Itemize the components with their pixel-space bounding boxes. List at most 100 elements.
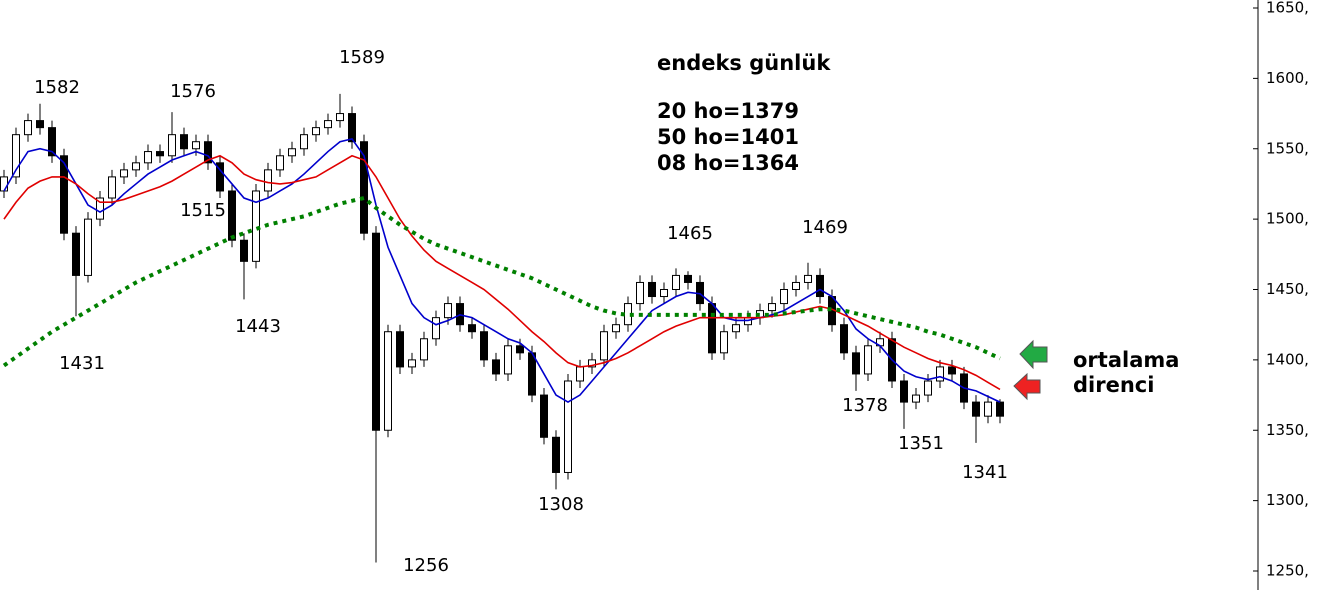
- candle-body: [168, 134, 176, 157]
- candle-body: [528, 352, 536, 396]
- candle-body: [864, 345, 872, 375]
- candle-body: [12, 134, 20, 178]
- candle-body: [48, 127, 56, 157]
- candle-body: [768, 303, 776, 312]
- moving-average: [2, 195, 1001, 368]
- candle-body: [648, 281, 656, 298]
- candle-body: [792, 281, 800, 290]
- candle-body: [60, 155, 68, 234]
- candle-body: [540, 394, 548, 438]
- red-arrow: [1013, 372, 1041, 401]
- price-label: 1589: [339, 47, 385, 68]
- candle-body: [996, 401, 1004, 417]
- candle-body: [348, 113, 356, 143]
- price-label: 1378: [842, 395, 888, 416]
- candle-body: [612, 324, 620, 333]
- candle-body: [936, 366, 944, 382]
- candle-body: [912, 394, 920, 403]
- moving-average: [3, 137, 1001, 404]
- green-arrow: [1019, 339, 1048, 370]
- candle-body: [84, 218, 92, 276]
- candle-body: [192, 141, 200, 150]
- side-note: direnci: [1073, 373, 1154, 397]
- price-label: 1465: [667, 223, 713, 244]
- candle-body: [804, 274, 812, 283]
- candle-body: [600, 331, 608, 361]
- y-tick-label: 1350,: [1266, 421, 1309, 439]
- candle-body: [504, 345, 512, 375]
- candle-body: [840, 324, 848, 354]
- y-tick-label: 1250,: [1266, 562, 1309, 580]
- candle-body: [204, 141, 212, 164]
- candle-body: [144, 151, 152, 164]
- y-tick-label: 1500,: [1266, 210, 1309, 228]
- price-label: 1256: [403, 555, 449, 576]
- note: 08 ho=1364: [657, 151, 799, 175]
- candle-body: [24, 120, 32, 136]
- candle-body: [636, 281, 644, 305]
- candle-body: [216, 162, 224, 192]
- candle-body: [384, 331, 392, 431]
- price-label: 1351: [898, 433, 944, 454]
- candle-body: [408, 359, 416, 368]
- candle-body: [972, 401, 980, 417]
- candle-body: [276, 155, 284, 171]
- candle-body: [372, 232, 380, 431]
- candle-body: [264, 169, 272, 192]
- candle-body: [108, 176, 116, 199]
- candle-body: [852, 352, 860, 375]
- price-label: 1576: [170, 81, 216, 102]
- price-label: 1469: [802, 217, 848, 238]
- candle-body: [708, 303, 716, 354]
- note: 20 ho=1379: [657, 99, 799, 123]
- price-label: 1443: [235, 316, 281, 337]
- y-tick-label: 1450,: [1266, 280, 1309, 298]
- candle-body: [444, 303, 452, 319]
- candle-body: [780, 289, 788, 305]
- candle-body: [948, 366, 956, 375]
- candle-body: [576, 366, 584, 382]
- candle-body: [240, 239, 248, 262]
- candle-body: [228, 190, 236, 241]
- candle-body: [156, 151, 164, 157]
- price-label: 1515: [180, 200, 226, 221]
- candle-body: [360, 141, 368, 234]
- candle-body: [480, 331, 488, 361]
- candle-body: [336, 113, 344, 122]
- price-label: 1308: [538, 494, 584, 515]
- candle-body: [312, 127, 320, 136]
- y-tick-label: 1400,: [1266, 350, 1309, 368]
- candle-body: [396, 331, 404, 368]
- candle-body: [516, 345, 524, 354]
- moving-average: [3, 154, 1001, 391]
- price-label: 1431: [59, 353, 105, 374]
- candle-body: [72, 232, 80, 276]
- candle-body: [492, 359, 500, 375]
- candle-body: [120, 169, 128, 178]
- candle-body: [924, 380, 932, 396]
- candle-body: [0, 176, 8, 192]
- candle-body: [132, 162, 140, 171]
- y-tick-label: 1300,: [1266, 491, 1309, 509]
- price-label: 1341: [962, 462, 1008, 483]
- candle-body: [552, 436, 560, 473]
- candle-body: [432, 317, 440, 340]
- candle-body: [420, 338, 428, 361]
- y-tick-label: 1600,: [1266, 69, 1309, 87]
- candle-body: [684, 274, 692, 283]
- note: endeks günlük: [657, 51, 831, 75]
- side-note: ortalama: [1073, 348, 1179, 372]
- candle-body: [720, 331, 728, 354]
- candle-body: [300, 134, 308, 150]
- candle-body: [36, 120, 44, 129]
- candle-body: [564, 380, 572, 473]
- candle-body: [984, 401, 992, 417]
- price-label: 1582: [34, 77, 80, 98]
- y-tick-label: 1550,: [1266, 139, 1309, 157]
- candle-body: [180, 134, 188, 150]
- candle-body: [672, 274, 680, 290]
- y-tick-label: 1650,: [1266, 0, 1309, 17]
- note: 50 ho=1401: [657, 125, 799, 149]
- candle-body: [324, 120, 332, 129]
